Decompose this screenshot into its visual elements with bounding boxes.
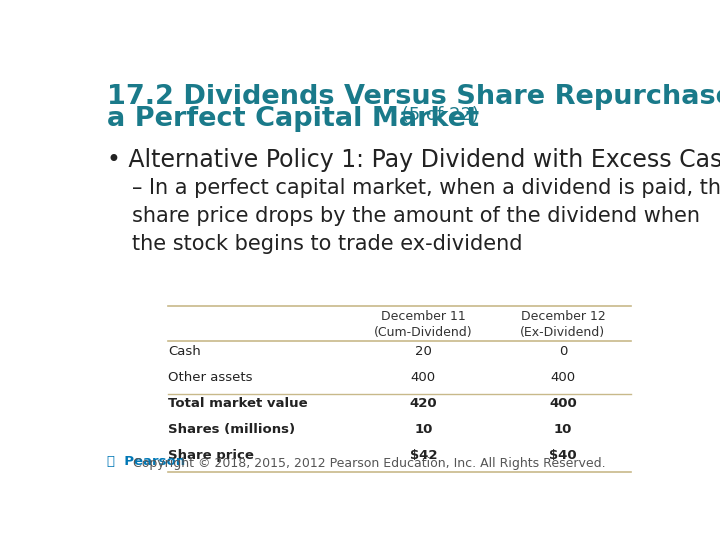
Text: Copyright © 2018, 2015, 2012 Pearson Education, Inc. All Rights Reserved.: Copyright © 2018, 2015, 2012 Pearson Edu… [132,457,606,470]
Text: Shares (millions): Shares (millions) [168,423,295,436]
Text: December 12: December 12 [521,310,606,323]
Text: $42: $42 [410,449,437,462]
Text: 400: 400 [411,371,436,384]
Text: (5 of 22): (5 of 22) [396,106,479,124]
Text: Total market value: Total market value [168,397,307,410]
Text: Ⓟ  Pearson: Ⓟ Pearson [107,455,185,468]
Text: $40: $40 [549,449,577,462]
Text: (Cum-Dividend): (Cum-Dividend) [374,326,473,339]
Text: Share price: Share price [168,449,254,462]
Text: December 11: December 11 [381,310,466,323]
Text: 0: 0 [559,345,567,357]
Text: 400: 400 [549,397,577,410]
Text: 10: 10 [414,423,433,436]
Text: 20: 20 [415,345,432,357]
Text: 420: 420 [410,397,437,410]
Text: 400: 400 [550,371,575,384]
Text: (Ex-Dividend): (Ex-Dividend) [521,326,606,339]
Text: – In a perfect capital market, when a dividend is paid, the
share price drops by: – In a perfect capital market, when a di… [132,178,720,254]
Text: 17.2 Dividends Versus Share Repurchases in: 17.2 Dividends Versus Share Repurchases … [107,84,720,110]
Text: Cash: Cash [168,345,201,357]
Text: a Perfect Capital Market: a Perfect Capital Market [107,106,479,132]
Text: 10: 10 [554,423,572,436]
Text: • Alternative Policy 1: Pay Dividend with Excess Cash: • Alternative Policy 1: Pay Dividend wit… [107,148,720,172]
Text: Other assets: Other assets [168,371,253,384]
